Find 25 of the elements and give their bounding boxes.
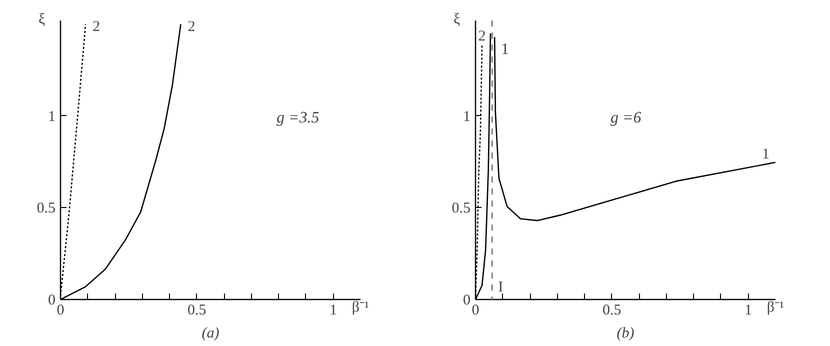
x-tick-label: 1 <box>329 302 337 318</box>
y-tick-label: 0.5 <box>36 200 56 217</box>
annotation: 1 <box>501 40 509 58</box>
line-series <box>60 24 86 296</box>
y-tick-label: 1 <box>463 108 470 125</box>
series-label: 2 <box>92 19 100 36</box>
y-tick-label: 1 <box>48 108 56 125</box>
annotation: g =6 <box>610 110 642 127</box>
y-axis-title: ξ <box>38 12 46 28</box>
text: (a) <box>202 326 220 342</box>
series-label: 1 <box>762 146 770 162</box>
series-label: 2 <box>478 28 486 44</box>
text: (b) <box>616 326 634 342</box>
ref-line-label: I <box>498 280 504 296</box>
y-tick-label: 0 <box>463 292 470 308</box>
x-tick-label: 0.5 <box>187 302 206 318</box>
series-label: 2 <box>188 19 196 36</box>
annotation: g =3.5 <box>276 110 320 127</box>
x-axis-title: β⁻¹ <box>766 300 784 316</box>
y-tick-label: 0.5 <box>452 200 470 217</box>
y-tick-label: 0 <box>48 292 56 308</box>
x-axis-title: β⁻¹ <box>352 300 370 316</box>
x-tick-label: 1 <box>744 302 752 318</box>
y-axis-title: ξ <box>454 12 460 28</box>
x-tick-label: 0.5 <box>602 302 622 318</box>
